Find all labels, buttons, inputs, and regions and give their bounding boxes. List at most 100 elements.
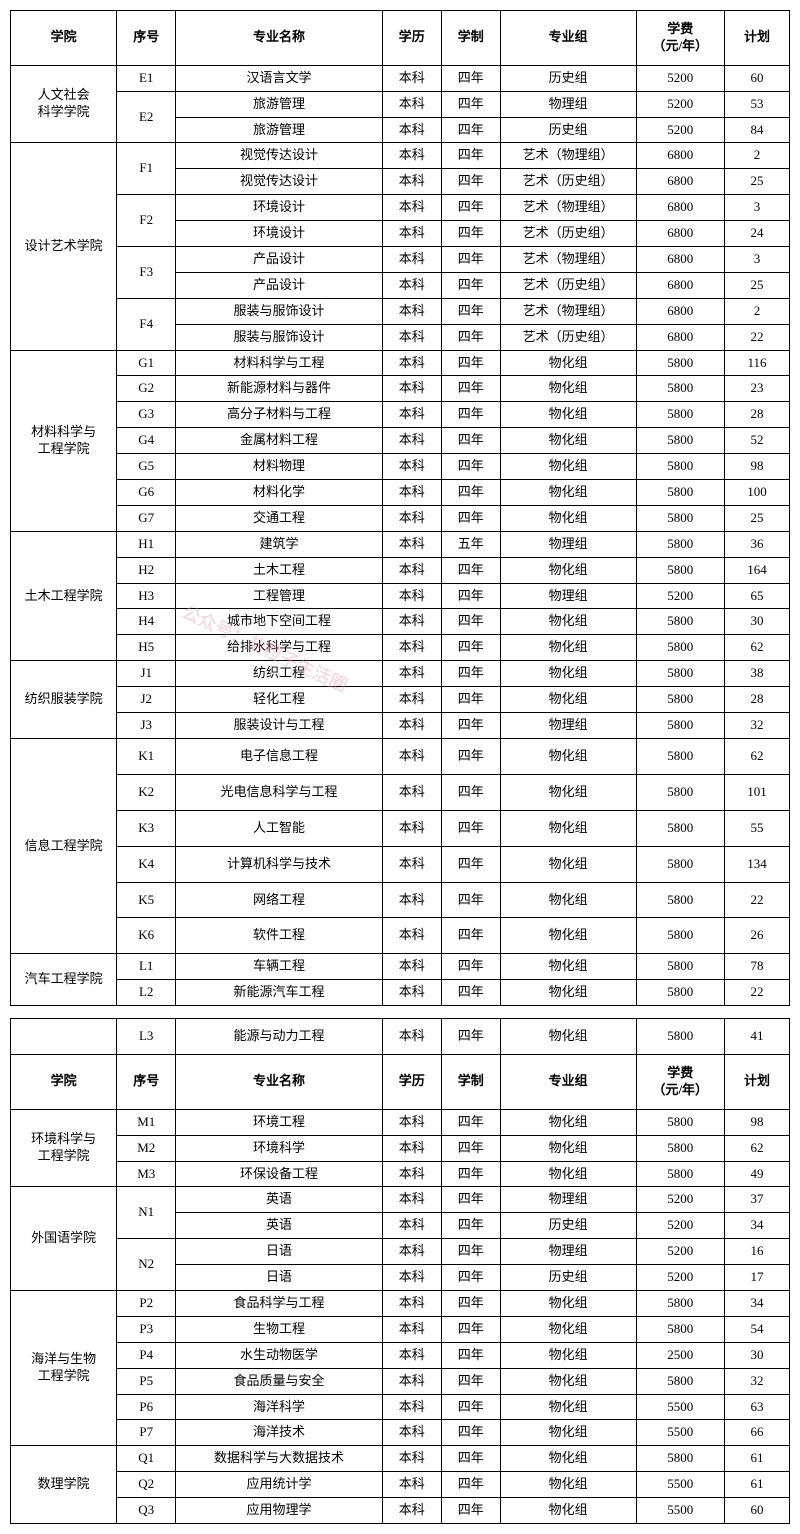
cell-plan: 134 [725, 846, 790, 882]
cell-major: 视觉传达设计 [176, 169, 383, 195]
cell-plan: 2 [725, 143, 790, 169]
cell-plan: 62 [725, 635, 790, 661]
cell-college: 土木工程学院 [11, 531, 117, 660]
cell-fee: 5800 [636, 609, 725, 635]
cell-plan: 65 [725, 583, 790, 609]
cell-seq: P6 [117, 1394, 176, 1420]
cell-major: 旅游管理 [176, 117, 383, 143]
cell-degree: 本科 [382, 1472, 441, 1498]
cell-group: 物化组 [500, 376, 636, 402]
cell-plan: 61 [725, 1446, 790, 1472]
cell-major: 新能源汽车工程 [176, 980, 383, 1006]
cell-fee: 6800 [636, 221, 725, 247]
cell-degree: 本科 [382, 272, 441, 298]
cell-group: 物化组 [500, 1135, 636, 1161]
header-major: 专业名称 [176, 1054, 383, 1109]
cell-degree: 本科 [382, 531, 441, 557]
cell-seq: G7 [117, 505, 176, 531]
cell-years: 四年 [441, 480, 500, 506]
header-group: 专业组 [500, 1054, 636, 1109]
cell-degree: 本科 [382, 609, 441, 635]
cell-years: 四年 [441, 324, 500, 350]
cell-major: 应用物理学 [176, 1498, 383, 1524]
cell-degree: 本科 [382, 117, 441, 143]
cell-fee: 5800 [636, 918, 725, 954]
cell-fee: 5500 [636, 1498, 725, 1524]
table-row: Q2应用统计学本科四年物化组550061 [11, 1472, 790, 1498]
cell-years: 四年 [441, 1316, 500, 1342]
cell-seq: F2 [117, 195, 176, 247]
cell-degree: 本科 [382, 687, 441, 713]
cell-degree: 本科 [382, 480, 441, 506]
cell-group: 物化组 [500, 1290, 636, 1316]
cell-degree: 本科 [382, 376, 441, 402]
cell-years: 四年 [441, 1019, 500, 1055]
cell-years: 四年 [441, 65, 500, 91]
cell-group: 艺术（物理组） [500, 247, 636, 273]
cell-fee: 6800 [636, 324, 725, 350]
cell-degree: 本科 [382, 169, 441, 195]
table-row: P6海洋科学本科四年物化组550063 [11, 1394, 790, 1420]
cell-seq: G4 [117, 428, 176, 454]
cell-major: 材料物理 [176, 454, 383, 480]
table-row: F2环境设计本科四年艺术（物理组）68003 [11, 195, 790, 221]
cell-major: 城市地下空间工程 [176, 609, 383, 635]
table-row: P5食品质量与安全本科四年物化组580032 [11, 1368, 790, 1394]
cell-major: 食品质量与安全 [176, 1368, 383, 1394]
cell-plan: 22 [725, 324, 790, 350]
cell-degree: 本科 [382, 428, 441, 454]
cell-seq: G1 [117, 350, 176, 376]
table-row: G4金属材料工程本科四年物化组580052 [11, 428, 790, 454]
cell-plan: 116 [725, 350, 790, 376]
cell-plan: 3 [725, 247, 790, 273]
cell-degree: 本科 [382, 65, 441, 91]
table-row: P4水生动物医学本科四年物化组250030 [11, 1342, 790, 1368]
table-row: H2土木工程本科四年物化组5800164 [11, 557, 790, 583]
cell-seq: G5 [117, 454, 176, 480]
cell-fee: 5800 [636, 954, 725, 980]
cell-plan: 55 [725, 810, 790, 846]
cell-fee: 5200 [636, 65, 725, 91]
cell-fee: 5800 [636, 980, 725, 1006]
cell-degree: 本科 [382, 954, 441, 980]
cell-plan: 53 [725, 91, 790, 117]
cell-plan: 23 [725, 376, 790, 402]
cell-seq: H5 [117, 635, 176, 661]
cell-seq: K5 [117, 882, 176, 918]
cell-degree: 本科 [382, 661, 441, 687]
cell-plan: 66 [725, 1420, 790, 1446]
cell-fee: 5200 [636, 1239, 725, 1265]
cell-plan: 30 [725, 609, 790, 635]
cell-plan: 25 [725, 272, 790, 298]
cell-fee: 5800 [636, 713, 725, 739]
cell-degree: 本科 [382, 1019, 441, 1055]
cell-degree: 本科 [382, 1135, 441, 1161]
cell-major: 环保设备工程 [176, 1161, 383, 1187]
cell-degree: 本科 [382, 1446, 441, 1472]
cell-major: 工程管理 [176, 583, 383, 609]
cell-major: 光电信息科学与工程 [176, 774, 383, 810]
table-row: H4城市地下空间工程本科四年物化组580030 [11, 609, 790, 635]
cell-seq: P2 [117, 1290, 176, 1316]
cell-group: 物化组 [500, 661, 636, 687]
cell-group: 物理组 [500, 713, 636, 739]
cell-fee: 5800 [636, 1019, 725, 1055]
cell-plan: 54 [725, 1316, 790, 1342]
cell-group: 艺术（物理组） [500, 143, 636, 169]
cell-fee: 5200 [636, 117, 725, 143]
cell-major: 服装设计与工程 [176, 713, 383, 739]
cell-seq: L1 [117, 954, 176, 980]
cell-years: 四年 [441, 1290, 500, 1316]
cell-years: 四年 [441, 661, 500, 687]
cell-seq: F1 [117, 143, 176, 195]
cell-group: 历史组 [500, 1213, 636, 1239]
table-row: K4计算机科学与技术本科四年物化组5800134 [11, 846, 790, 882]
cell-plan: 26 [725, 918, 790, 954]
cell-major: 产品设计 [176, 272, 383, 298]
cell-fee: 5800 [636, 402, 725, 428]
cell-major: 材料科学与工程 [176, 350, 383, 376]
cell-years: 四年 [441, 980, 500, 1006]
cell-plan: 60 [725, 65, 790, 91]
cell-major: 人工智能 [176, 810, 383, 846]
cell-major: 数据科学与大数据技术 [176, 1446, 383, 1472]
